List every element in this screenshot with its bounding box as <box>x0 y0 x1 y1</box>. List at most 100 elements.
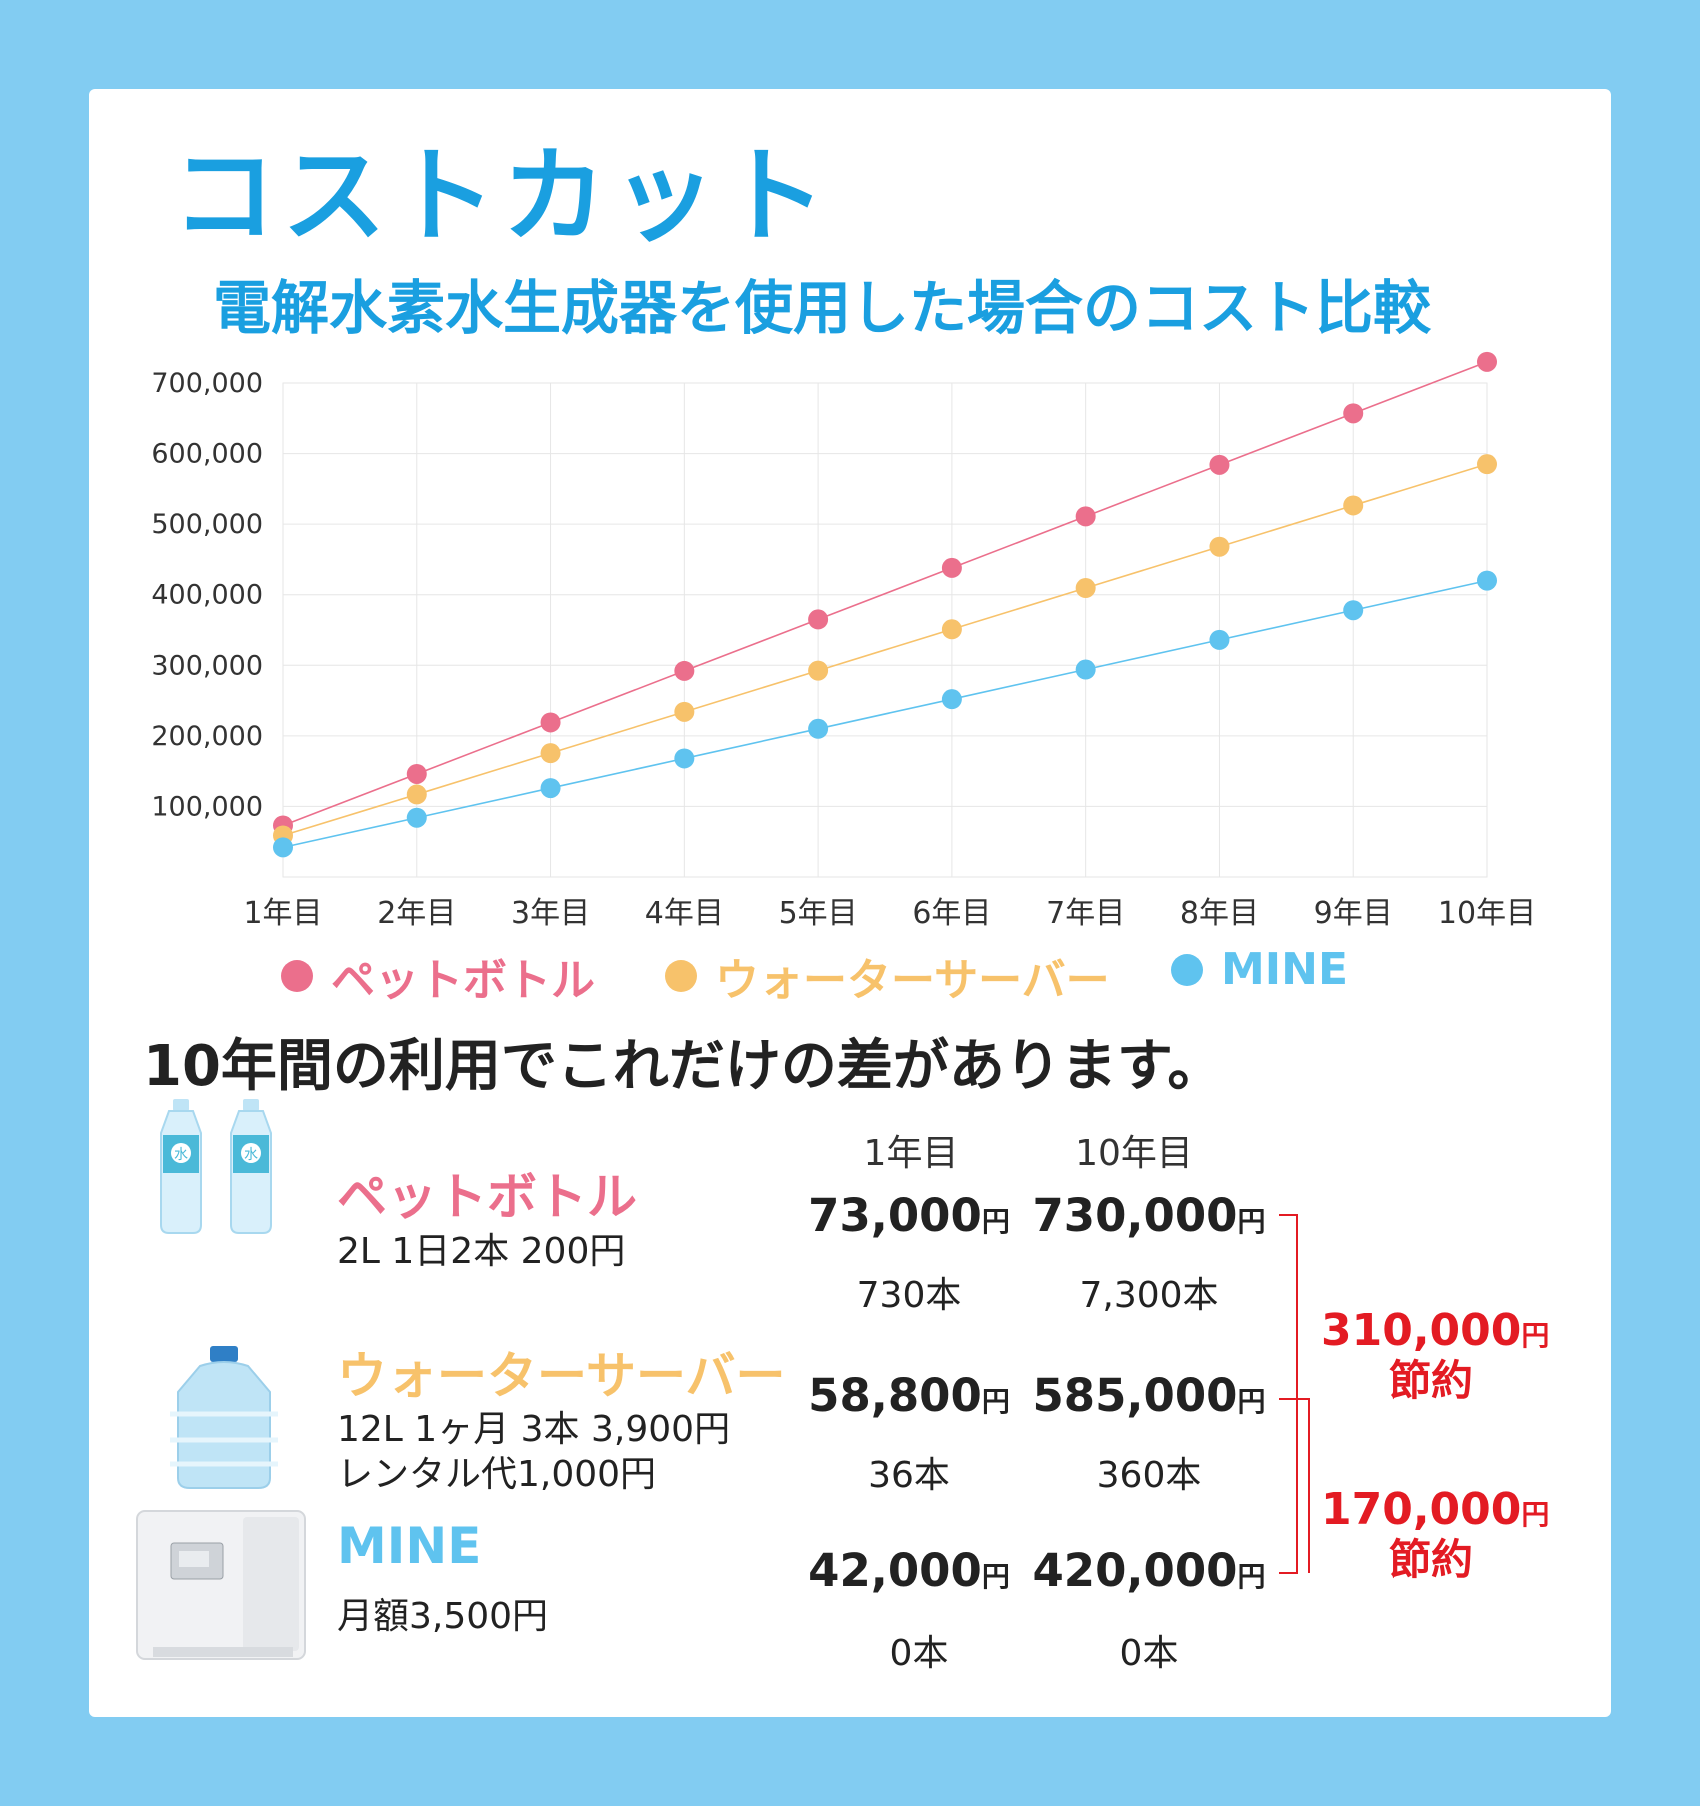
mine-year1-count: 0本 <box>889 1633 949 1674</box>
x-tick-label: 6年目 <box>912 896 991 931</box>
data-point <box>406 784 427 805</box>
x-tick-label: 2年目 <box>377 896 456 931</box>
yen-unit: 円 <box>1237 1560 1266 1593</box>
page-subtitle: 電解水素水生成器を使用した場合のコスト比較 <box>213 274 1432 342</box>
product-name-mine: MINE <box>337 1517 482 1575</box>
data-point <box>941 689 962 710</box>
legend-item-server: ウォーターサーバー <box>665 944 1110 1008</box>
savings-value-server: 170,000 <box>1321 1484 1522 1535</box>
bottle-label-1: 水 <box>174 1147 188 1163</box>
column-header-year10: 10年目 <box>1075 1133 1193 1174</box>
server-year10-cost: 585,000円 <box>1019 1369 1279 1422</box>
pet-year1-cost: 73,000円 <box>779 1189 1039 1242</box>
legend-label-mine: MINE <box>1221 944 1349 995</box>
data-point <box>540 778 561 799</box>
pet-year1-count: 730本 <box>856 1275 962 1316</box>
y-tick-label: 300,000 <box>151 650 263 681</box>
product-desc-mine: 月額3,500円 <box>337 1596 549 1637</box>
data-point <box>1075 506 1096 527</box>
pet-year10-cost: 730,000円 <box>1019 1189 1279 1242</box>
mine-year1-value: 42,000 <box>808 1544 982 1597</box>
product-desc-server-1: 12L 1ヶ月 3本 3,900円 <box>337 1409 731 1450</box>
x-tick-label: 10年目 <box>1438 896 1536 931</box>
product-desc-pet: 2L 1日2本 200円 <box>337 1231 626 1272</box>
server-year1-value: 58,800 <box>808 1369 982 1422</box>
server-year10-count: 360本 <box>1096 1455 1202 1496</box>
yen-unit: 円 <box>1237 1205 1266 1238</box>
data-point <box>1209 536 1230 557</box>
x-tick-label: 3年目 <box>511 896 590 931</box>
legend-dot-pet <box>281 960 313 992</box>
series-line <box>282 463 1488 837</box>
data-point <box>941 619 962 640</box>
savings-label-pet: 節約 <box>1388 1355 1473 1405</box>
data-point <box>1209 454 1230 475</box>
mine-device-icon <box>136 1510 306 1660</box>
page-title: コストカット <box>172 135 833 257</box>
product-name-pet: ペットボトル <box>337 1168 637 1226</box>
mine-year1-cost: 42,000円 <box>779 1544 1039 1597</box>
y-tick-label: 700,000 <box>151 368 263 399</box>
legend-label-server: ウォーターサーバー <box>715 955 1110 1006</box>
yen-unit: 円 <box>981 1385 1010 1418</box>
data-point <box>540 712 561 733</box>
comparison-headline: 10年間の利用でこれだけの差があります。 <box>143 1034 1224 1099</box>
y-tick-label: 100,000 <box>151 791 263 822</box>
bottle-label-2: 水 <box>244 1147 258 1163</box>
savings-vs-pet: 310,000円 節約 <box>1321 1305 1549 1405</box>
yen-unit: 円 <box>981 1205 1010 1238</box>
x-tick-label: 4年目 <box>645 896 724 931</box>
pet-year1-value: 73,000 <box>808 1189 982 1242</box>
savings-amount-pet: 310,000円 <box>1321 1305 1549 1357</box>
data-point <box>1075 659 1096 680</box>
savings-bracket <box>1279 1214 1310 1574</box>
legend-dot-mine <box>1171 953 1203 986</box>
cost-line-chart: 100,000 200,000 300,000 400,000 500,000 600,0… <box>151 351 1536 931</box>
x-tick-label: 7年目 <box>1046 896 1125 931</box>
y-tick-label: 500,000 <box>151 509 263 540</box>
column-header-year1: 1年目 <box>863 1133 959 1174</box>
yen-unit: 円 <box>1237 1385 1266 1418</box>
x-tick-label: 1年目 <box>243 896 322 931</box>
y-tick-label: 200,000 <box>151 721 263 752</box>
data-point <box>540 743 561 764</box>
pet-bottle-icon: 水 水 <box>160 1099 272 1234</box>
data-point <box>808 718 829 739</box>
savings-amount-server: 170,000円 <box>1321 1484 1549 1536</box>
content-card: コストカット 電解水素水生成器を使用した場合のコスト比較 100,000 200,… <box>89 89 1611 1717</box>
yen-unit: 円 <box>1521 1319 1550 1352</box>
legend-label-pet: ペットボトル <box>331 955 595 1006</box>
mine-year10-count: 0本 <box>1119 1633 1179 1674</box>
data-point <box>674 748 695 769</box>
server-year1-count: 36本 <box>868 1455 950 1496</box>
savings-label-server: 節約 <box>1388 1534 1473 1584</box>
series-line <box>282 361 1488 827</box>
legend-dot-server <box>665 960 697 992</box>
savings-value-pet: 310,000 <box>1321 1305 1522 1356</box>
data-point <box>808 609 829 630</box>
data-point <box>1343 600 1364 621</box>
data-point <box>1477 351 1497 372</box>
data-point <box>808 660 829 681</box>
data-point <box>1343 495 1364 516</box>
series-line <box>282 579 1488 849</box>
data-point <box>1477 570 1497 591</box>
data-point <box>1343 403 1364 424</box>
pet-year10-count: 7,300本 <box>1079 1275 1219 1316</box>
y-tick-label: 600,000 <box>151 439 263 470</box>
y-tick-label: 400,000 <box>151 580 263 611</box>
server-year10-value: 585,000 <box>1032 1369 1238 1422</box>
x-tick-label: 5年目 <box>779 896 858 931</box>
data-point <box>1477 454 1497 475</box>
pet-year10-value: 730,000 <box>1032 1189 1238 1242</box>
yen-unit: 円 <box>981 1560 1010 1593</box>
mine-year10-cost: 420,000円 <box>1019 1544 1279 1597</box>
server-year1-cost: 58,800円 <box>779 1369 1039 1422</box>
data-point <box>406 763 427 784</box>
x-tick-label: 8年目 <box>1180 896 1259 931</box>
legend-item-mine: MINE <box>1171 944 1348 995</box>
water-jug-icon <box>170 1346 278 1489</box>
product-desc-server-2: レンタル代1,000円 <box>337 1454 657 1495</box>
plot-area <box>282 382 1488 878</box>
data-point <box>273 837 293 858</box>
